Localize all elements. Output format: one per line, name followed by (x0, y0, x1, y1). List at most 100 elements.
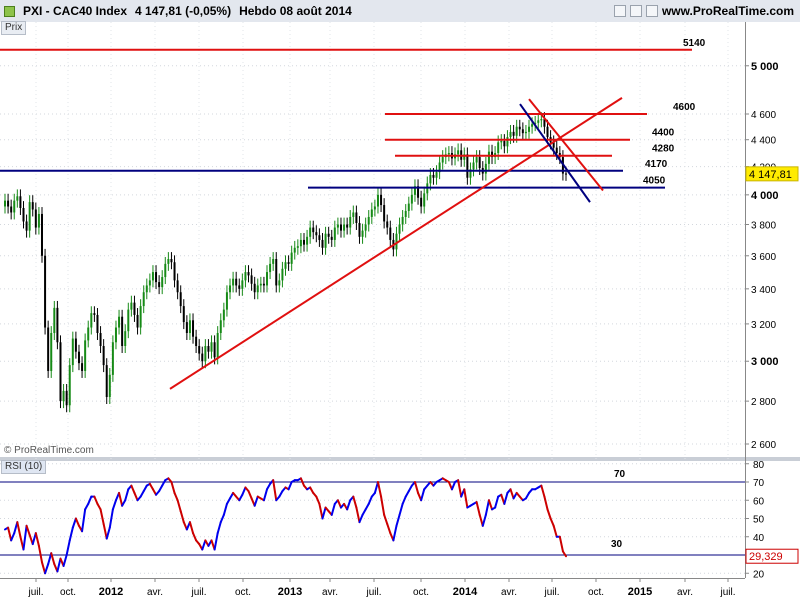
candle (111, 335, 114, 382)
price-tick-label: 3 400 (751, 285, 776, 296)
rsi-segment (108, 508, 114, 529)
candle-body (463, 154, 466, 160)
instrument-icon (4, 5, 15, 17)
price-tick-label: 2 800 (751, 397, 776, 408)
candle-body (284, 262, 287, 269)
candle-body (503, 141, 506, 147)
rsi-segment (287, 481, 293, 491)
candle-body (336, 224, 339, 228)
period-label: Hebdo 08 août 2014 (239, 4, 352, 18)
candle-body (235, 278, 238, 286)
rsi-segment (238, 493, 244, 502)
candle (367, 210, 370, 232)
candle (281, 261, 284, 288)
candle-body (253, 283, 256, 293)
candle (284, 255, 287, 276)
rsi-segment (10, 532, 16, 542)
rsi-segment (74, 517, 80, 527)
candle (506, 130, 509, 154)
candle-body (395, 233, 398, 250)
rsi-segment (225, 497, 232, 505)
candle (466, 147, 469, 185)
candle-body (435, 172, 438, 178)
candle-body (133, 302, 136, 315)
candle (423, 186, 426, 214)
rsi-segment (383, 513, 389, 525)
candle (124, 324, 127, 353)
level-label-4050: 4050 (643, 176, 666, 187)
rsi-segment (65, 539, 71, 556)
candle-body (127, 309, 130, 332)
candle-body (321, 239, 324, 248)
candle (309, 220, 312, 244)
panel-separator (0, 457, 800, 461)
candle-body (229, 285, 232, 293)
candle (417, 179, 420, 205)
chart-header-bar: PXI - CAC40 Index 4 147,81 (-0,05%) Hebd… (0, 0, 800, 22)
rsi-segment (361, 508, 367, 516)
candle-body (121, 316, 124, 347)
candle-body (281, 268, 284, 281)
rsi-segment (161, 479, 167, 487)
close-icon[interactable] (645, 5, 658, 17)
candle (420, 190, 423, 214)
maximize-icon[interactable] (629, 5, 642, 17)
price-panel-label[interactable]: Prix (1, 21, 27, 35)
candle (28, 195, 31, 238)
price-tick-label: 4 400 (751, 136, 776, 147)
candle-body (296, 246, 299, 248)
candle-body (28, 202, 31, 231)
candle-body (346, 224, 349, 228)
rsi-segment (173, 491, 179, 502)
candle-body (219, 320, 222, 334)
candle-body (145, 285, 148, 293)
candle-body (179, 292, 182, 307)
candle-body (417, 186, 420, 198)
level-label-4600: 4600 (673, 102, 696, 113)
candle-body (469, 169, 472, 178)
rsi-segment (124, 488, 130, 502)
candle (47, 320, 50, 378)
candle (232, 271, 235, 293)
credit-text: © ProRealTime.com (4, 445, 94, 456)
candle-body (65, 390, 68, 406)
x-tick-label: juil. (190, 587, 206, 598)
candle (352, 205, 355, 224)
candle (207, 339, 210, 359)
rsi-panel-label[interactable]: RSI (10) (1, 460, 47, 474)
candle-body (447, 153, 450, 155)
rsi-segment (71, 517, 77, 529)
candle-body (250, 275, 253, 284)
rsi-segment (99, 508, 105, 525)
site-link[interactable]: www.ProRealTime.com (661, 4, 794, 18)
candle (272, 252, 275, 271)
rsi-segment (25, 524, 31, 536)
candle (142, 285, 145, 314)
rsi-segment (81, 508, 87, 533)
candle (13, 193, 16, 220)
candle (487, 144, 490, 171)
candle (188, 313, 191, 340)
x-tick-label: 2014 (453, 586, 478, 598)
candle (361, 223, 364, 244)
candle (238, 278, 241, 296)
candle-body (293, 247, 296, 253)
candle-body (376, 194, 379, 207)
candle (158, 275, 161, 295)
minimize-icon[interactable] (613, 5, 626, 17)
candle-body (164, 263, 167, 278)
price-tick-label: 3 800 (751, 221, 776, 232)
candle-body (216, 333, 219, 358)
rsi-segment (398, 502, 404, 516)
candle (410, 187, 413, 211)
candle (167, 252, 170, 271)
candle-body (241, 280, 244, 289)
rsi-segment (278, 490, 284, 498)
rsi-segment (352, 495, 358, 509)
candle-body (429, 174, 432, 184)
x-tick-label: 2013 (278, 586, 302, 598)
candle-body (232, 278, 235, 286)
candle (53, 300, 56, 340)
candle-body (441, 157, 444, 163)
